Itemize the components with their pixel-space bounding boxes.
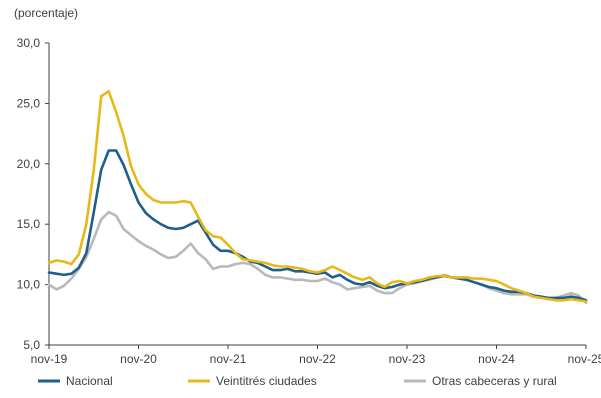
legend: Nacional Veintitrés ciudades Otras cabecer… — [38, 374, 557, 388]
y-tick-label: 25,0 — [17, 96, 41, 110]
x-tick-label: nov-20 — [120, 352, 157, 366]
y-tick-label: 10,0 — [17, 278, 41, 292]
legend-label-1: Veintitrés ciudades — [216, 374, 317, 388]
x-tick-label: nov-19 — [31, 352, 68, 366]
y-axis-title: (porcentaje) — [14, 6, 78, 20]
x-tick-label: nov-21 — [210, 352, 247, 366]
series-line-1 — [47, 90, 588, 303]
y-tick-label: 15,0 — [17, 217, 41, 231]
legend-label-2: Otras cabeceras y rural — [432, 374, 557, 388]
x-tick-label: nov-23 — [389, 352, 426, 366]
y-axis: 5,0 10,0 15,0 20,0 25,0 30,0 — [17, 36, 50, 352]
y-tick-label: 5,0 — [23, 338, 40, 352]
legend-label-0: Nacional — [66, 374, 113, 388]
y-tick-label: 20,0 — [17, 157, 41, 171]
series-line-2 — [47, 210, 588, 305]
series-line-0 — [47, 149, 588, 302]
y-tick-label: 30,0 — [17, 36, 41, 50]
x-tick-label: nov-24 — [478, 352, 515, 366]
x-tick-label: nov-22 — [299, 352, 336, 366]
series-layer — [47, 90, 588, 305]
x-tick-label: nov-25 — [568, 352, 601, 366]
x-axis: nov-19 nov-20 nov-21 nov-22 nov-23 nov-24 nov-… — [31, 344, 601, 366]
